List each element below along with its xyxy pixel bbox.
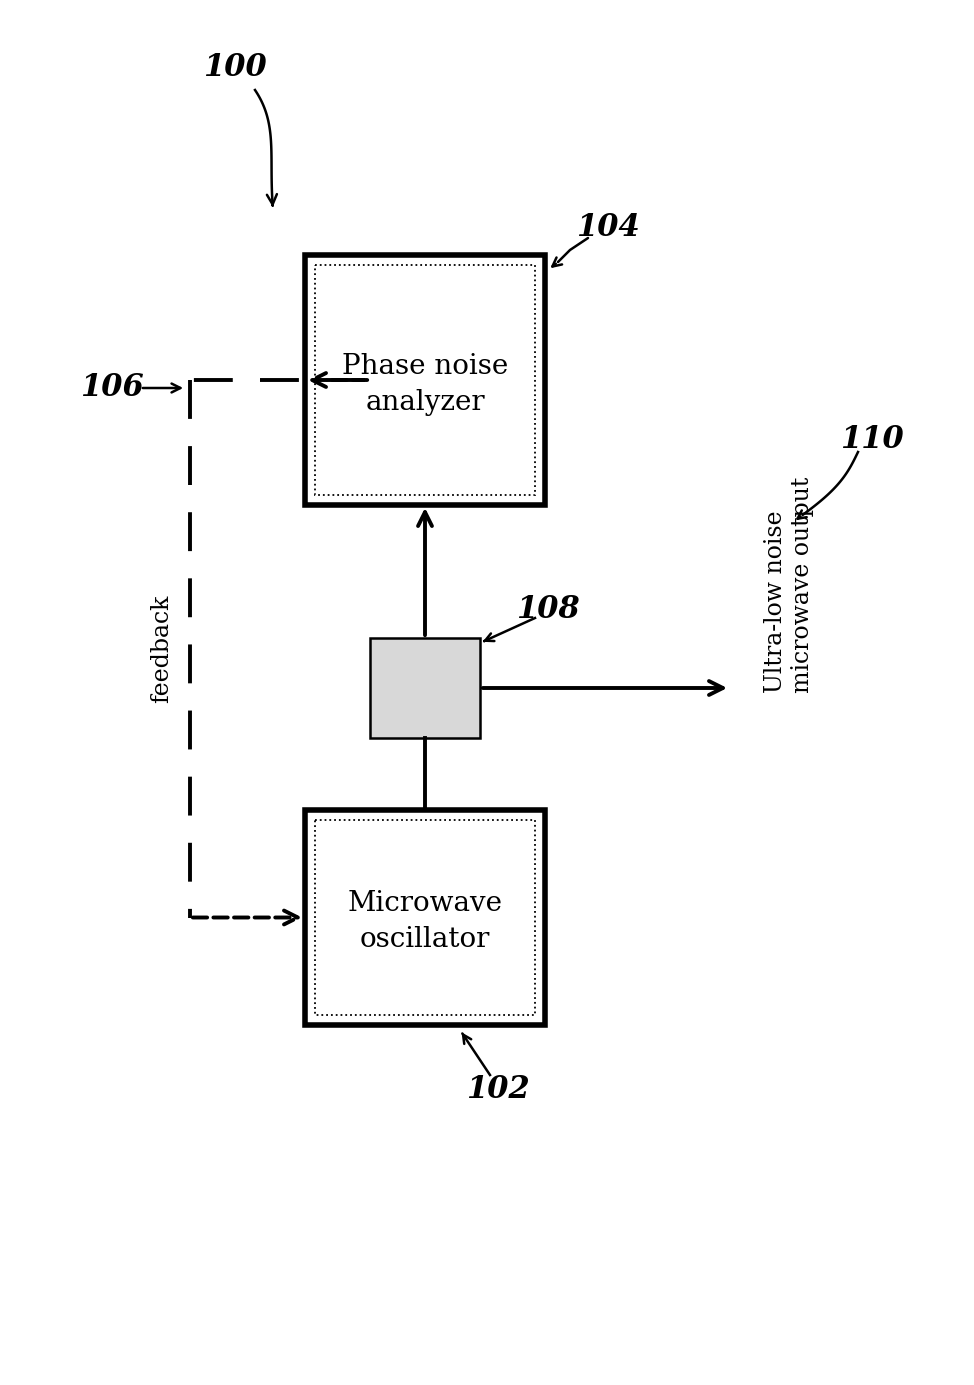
Bar bbox=[370, 638, 480, 738]
Bar bbox=[305, 810, 545, 1025]
Text: analyzer: analyzer bbox=[365, 389, 485, 416]
Bar bbox=[305, 255, 545, 506]
Text: 102: 102 bbox=[467, 1075, 530, 1105]
Bar bbox=[315, 820, 535, 1015]
Text: Ultra-low noise: Ultra-low noise bbox=[764, 511, 786, 692]
Text: 104: 104 bbox=[577, 212, 640, 244]
Bar bbox=[315, 265, 535, 494]
Text: 100: 100 bbox=[204, 53, 267, 83]
Text: Microwave: Microwave bbox=[348, 891, 503, 917]
Text: feedback: feedback bbox=[151, 594, 173, 704]
Text: 108: 108 bbox=[516, 594, 580, 626]
Text: oscillator: oscillator bbox=[359, 927, 490, 953]
Text: microwave output: microwave output bbox=[792, 476, 814, 692]
Text: 106: 106 bbox=[80, 373, 144, 403]
Text: Phase noise: Phase noise bbox=[342, 353, 508, 379]
Text: 110: 110 bbox=[841, 424, 904, 456]
